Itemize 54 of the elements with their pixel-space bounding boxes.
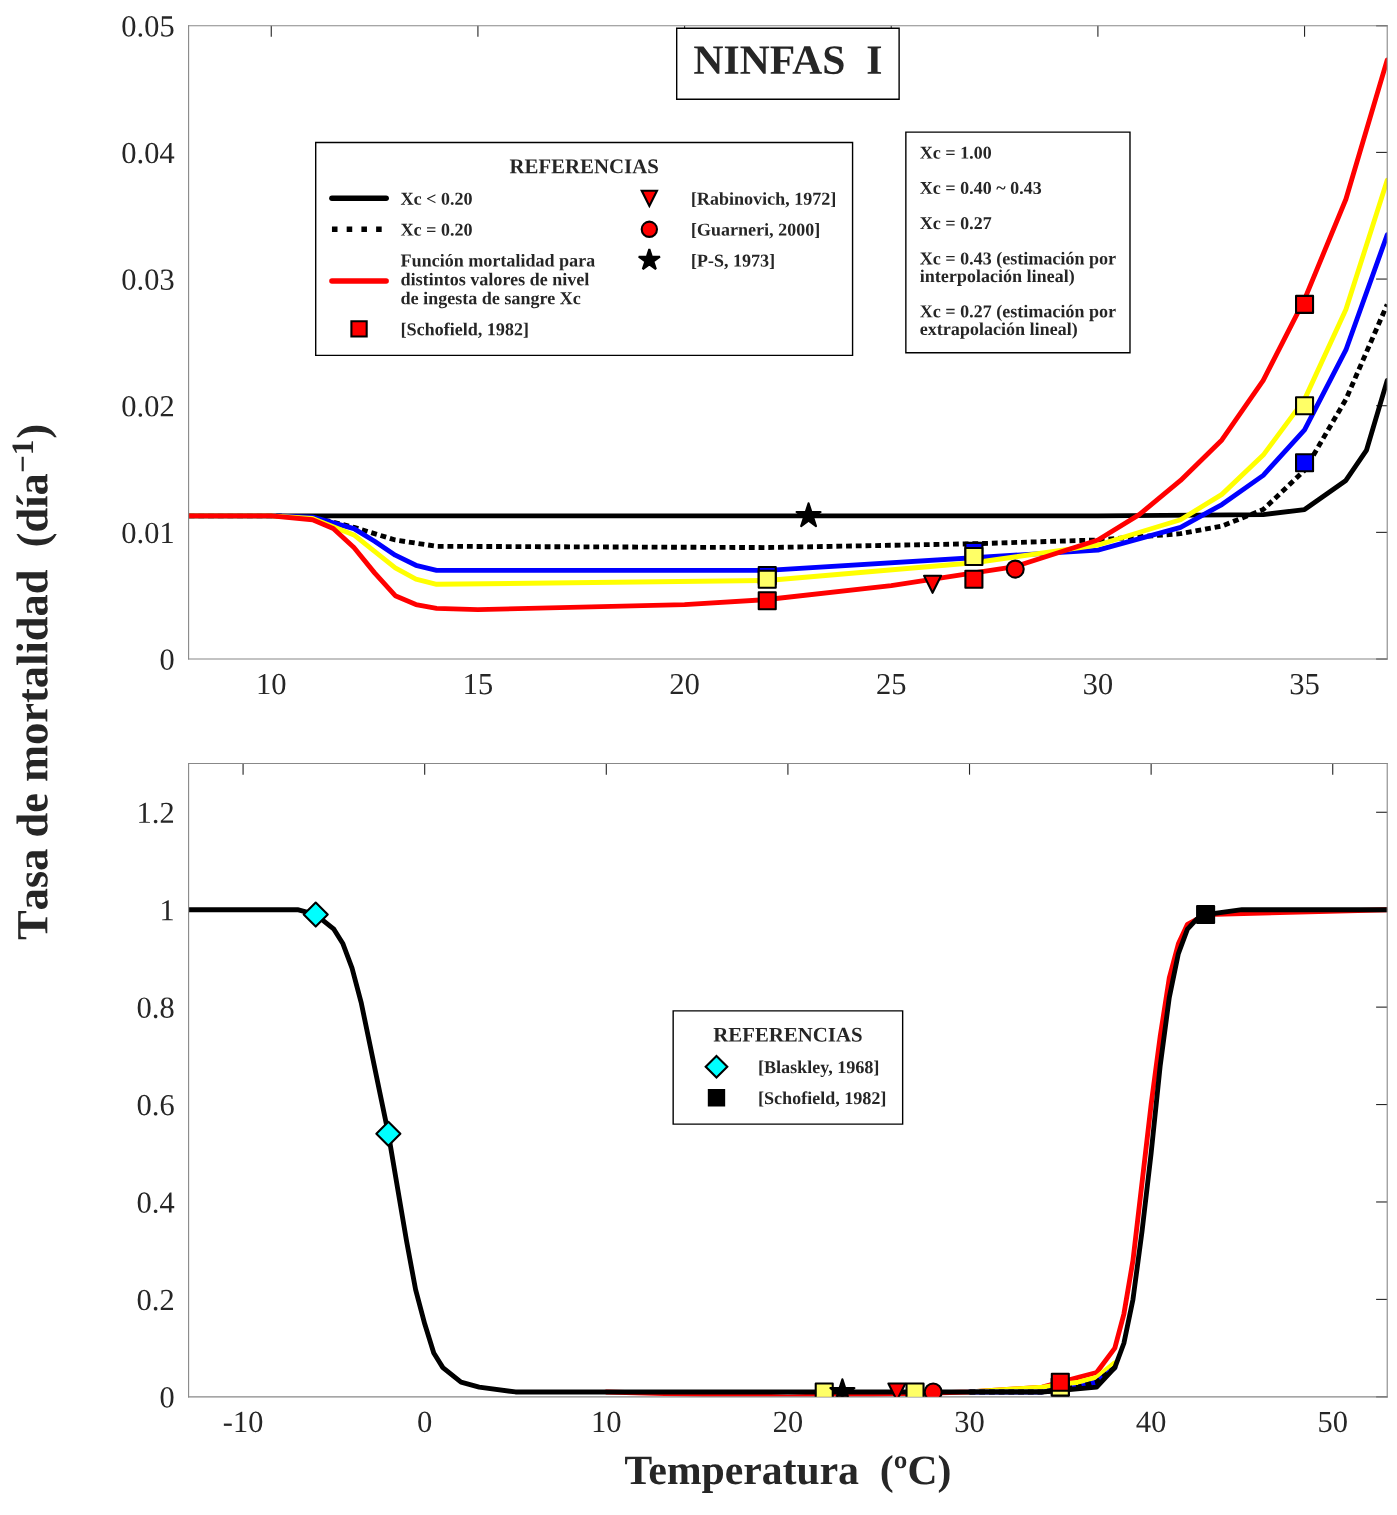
- y-tick-label: 0: [160, 1387, 174, 1408]
- point: [1005, 559, 1025, 579]
- point: [1295, 396, 1315, 416]
- legend-title: REFERENCIAS: [713, 1027, 862, 1042]
- annotation: Xc = 1.00: [920, 146, 992, 159]
- legend-title: REFERENCIAS: [509, 159, 658, 174]
- legend-label: [Blaskley, 1968]: [759, 1060, 879, 1077]
- legend-label: Xc < 0.20: [400, 192, 472, 205]
- y-tick-label: 0.04: [122, 142, 175, 164]
- point: [923, 574, 943, 594]
- x-tick-label: -10: [223, 1411, 263, 1433]
- legend-label: Función mortalidad para distintos valores de nivel de ingesta de sangre Xc: [400, 253, 595, 309]
- point: [302, 901, 329, 928]
- point: [1196, 905, 1216, 925]
- point: [795, 502, 822, 528]
- y-tick-label: 0.01: [122, 522, 173, 544]
- y-tick-label: 0.05: [122, 16, 174, 37]
- annotation: Xc = 0.27 (estimación por extrapolación lineal): [920, 304, 1116, 339]
- x-tick-label: 0: [418, 1411, 432, 1433]
- x-axis-title: Temperatura (ºC): [625, 1455, 950, 1493]
- point: [375, 1120, 402, 1147]
- y-tick-label: 0.8: [137, 997, 174, 1019]
- annotation: Xc = 0.27: [920, 217, 992, 230]
- y-tick-label: 0.2: [137, 1289, 174, 1311]
- y-tick-label: 0.6: [137, 1094, 174, 1116]
- legend-label: [Schofield, 1982]: [401, 322, 528, 339]
- x-tick-label: 30: [1084, 673, 1113, 695]
- y-axis-title: Tasa de mortalidad (día$^{−1}$): [12, 425, 57, 940]
- y-tick-label: 0.4: [137, 1192, 175, 1214]
- x-tick-label: 50: [1319, 1411, 1347, 1433]
- x-tick-label: 40: [1136, 1411, 1166, 1433]
- x-tick-label: 15: [465, 673, 492, 695]
- x-tick-label: 20: [773, 1411, 803, 1433]
- y-tick-label: 0.03: [122, 269, 174, 291]
- legend-label: [Guarneri, 2000]: [692, 223, 819, 239]
- legend-label: [Schofield, 1982]: [759, 1091, 886, 1107]
- y-tick-label: 1.2: [139, 802, 174, 824]
- legend-label: Xc = 0.20: [400, 223, 472, 236]
- point: [1295, 453, 1315, 473]
- x-tick-label: 25: [877, 673, 906, 695]
- annotation: Xc = 0.43 (estimación por interpolación lineal): [920, 251, 1116, 286]
- legend-label: [P-S, 1973]: [692, 253, 774, 270]
- y-tick-label: 1: [162, 900, 173, 921]
- x-tick-label: 20: [670, 673, 699, 695]
- y-tick-label: 0.02: [122, 396, 174, 417]
- chart-title: NINFAS I: [694, 46, 882, 75]
- x-tick-label: 35: [1290, 673, 1319, 695]
- point: [964, 546, 984, 566]
- legend-label: [Rabinovich, 1972]: [692, 192, 835, 208]
- x-tick-label: 10: [258, 673, 286, 695]
- annotation: Xc = 0.40 ~ 0.43: [920, 181, 1042, 195]
- x-tick-label: 30: [955, 1411, 984, 1433]
- y-tick-label: 0: [160, 649, 174, 670]
- x-tick-label: 10: [593, 1411, 621, 1433]
